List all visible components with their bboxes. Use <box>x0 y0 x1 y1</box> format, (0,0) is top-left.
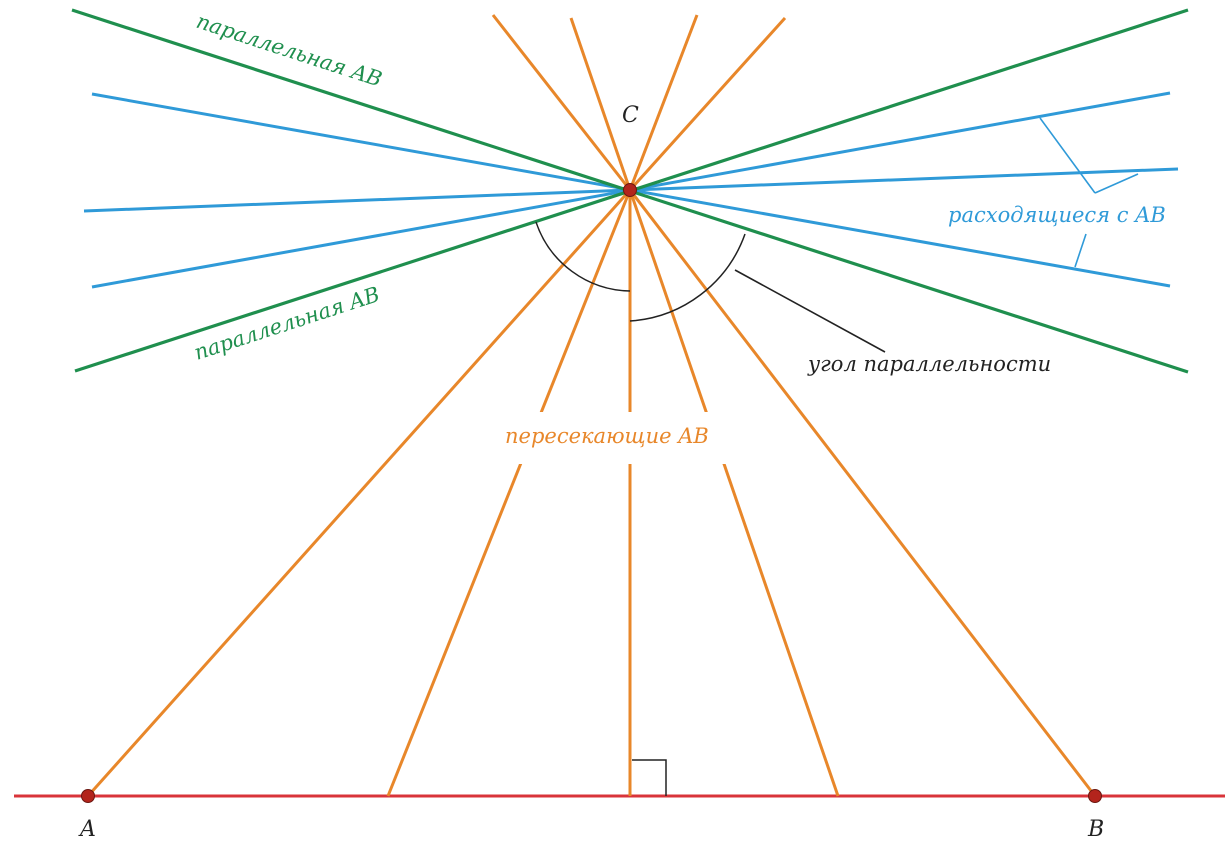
intersecting-line-a <box>86 189 632 797</box>
intersecting-ext-1 <box>491 14 632 191</box>
intersecting-ext-2 <box>569 17 632 191</box>
intersecting-ext-4 <box>628 16 787 192</box>
divergent-bracket <box>1039 117 1139 268</box>
label-point-a: A <box>78 817 96 842</box>
point-c <box>623 183 637 197</box>
intersecting-ext-3 <box>628 14 699 191</box>
angle-leader-line <box>734 269 886 353</box>
divergent-tick-middle <box>1094 173 1139 194</box>
angle-arc-right <box>629 233 746 322</box>
label-intersecting: пересекающие AB <box>505 424 709 448</box>
intersecting-line-4 <box>628 189 840 797</box>
point-b <box>1088 789 1102 803</box>
intersecting-line-b <box>628 189 1097 797</box>
point-a <box>81 789 95 803</box>
label-point-b: B <box>1087 817 1104 842</box>
angle-arcs <box>535 221 886 353</box>
divergent-tick-lower <box>1074 233 1087 268</box>
label-angle-of-parallelism: угол параллельности <box>807 352 1051 376</box>
divergent-tick-upper <box>1039 117 1096 194</box>
angle-arc-left <box>535 221 631 292</box>
intersecting-lines <box>86 14 1097 797</box>
label-divergent: расходящиеся с AB <box>948 203 1166 227</box>
intersecting-line-2 <box>386 189 632 797</box>
label-mask <box>500 412 750 464</box>
label-point-c: C <box>622 103 639 128</box>
right-angle-marker <box>632 759 667 796</box>
